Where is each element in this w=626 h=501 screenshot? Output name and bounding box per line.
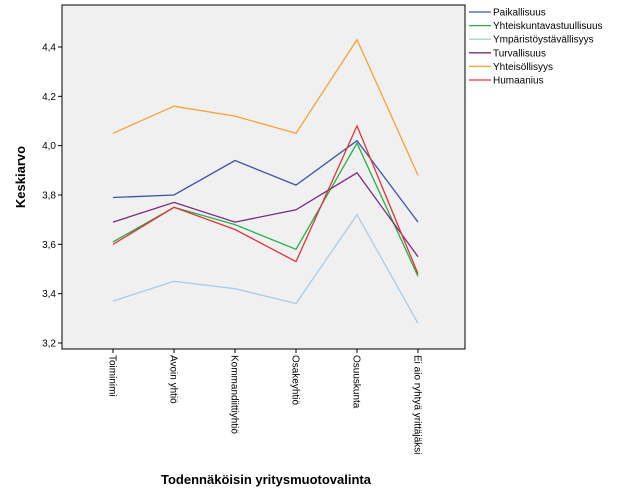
legend-label: Yhteisöllisyys bbox=[493, 62, 553, 73]
series-lines bbox=[112, 38, 419, 324]
y-axis-title: Keskiarvo bbox=[13, 146, 28, 208]
legend-label: Turvallisuus bbox=[493, 48, 546, 59]
x-tick-label: Avoin yhtiö bbox=[168, 355, 179, 404]
legend-label: Yhteiskuntavastuullisuus bbox=[493, 21, 603, 32]
y-tick-label: 4,2 bbox=[42, 92, 56, 103]
series-line-yhteis-llisyys bbox=[112, 38, 419, 176]
legend-label: Ympäristöystävällisyys bbox=[493, 35, 594, 46]
plot-area bbox=[61, 4, 466, 350]
x-tick-label: Osuuskunta bbox=[351, 355, 362, 409]
y-axis: 3,2 3,4 3,6 3,8 4,0 4,2 4,4 bbox=[42, 43, 62, 350]
y-tick-label: 3,6 bbox=[42, 240, 56, 251]
series-line-turvallisuus bbox=[112, 171, 419, 258]
y-tick-label: 3,2 bbox=[42, 339, 56, 350]
x-tick-label: Osakeyhtiö bbox=[290, 355, 301, 405]
y-tick-label: 3,8 bbox=[42, 191, 56, 202]
legend-label: Humaanius bbox=[493, 76, 544, 87]
y-tick-label: 3,4 bbox=[42, 289, 56, 300]
legend-label: Paikallisuus bbox=[493, 8, 546, 19]
x-tick-label: Ei aio ryhtyä yrittäjäksi bbox=[412, 355, 423, 454]
y-tick-label: 4,4 bbox=[42, 43, 56, 54]
y-tick-label: 4,0 bbox=[42, 141, 56, 152]
x-tick-label: Kommandiittiyhtiö bbox=[229, 355, 240, 434]
x-axis: Toiminimi Avoin yhtiö Kommandiittiyhtiö Osa… bbox=[107, 349, 423, 454]
series-line-humaanius bbox=[112, 124, 419, 275]
x-axis-title: Todennäköisin yritysmuotovalinta bbox=[161, 472, 372, 487]
legend: Paikallisuus Yhteiskuntavastuullisuus Ympä… bbox=[469, 8, 603, 87]
series-line-ymp-rist-yst-v-llisyys bbox=[112, 213, 419, 324]
x-tick-label: Toiminimi bbox=[107, 355, 118, 397]
series-line-paikallisuus bbox=[112, 139, 419, 223]
